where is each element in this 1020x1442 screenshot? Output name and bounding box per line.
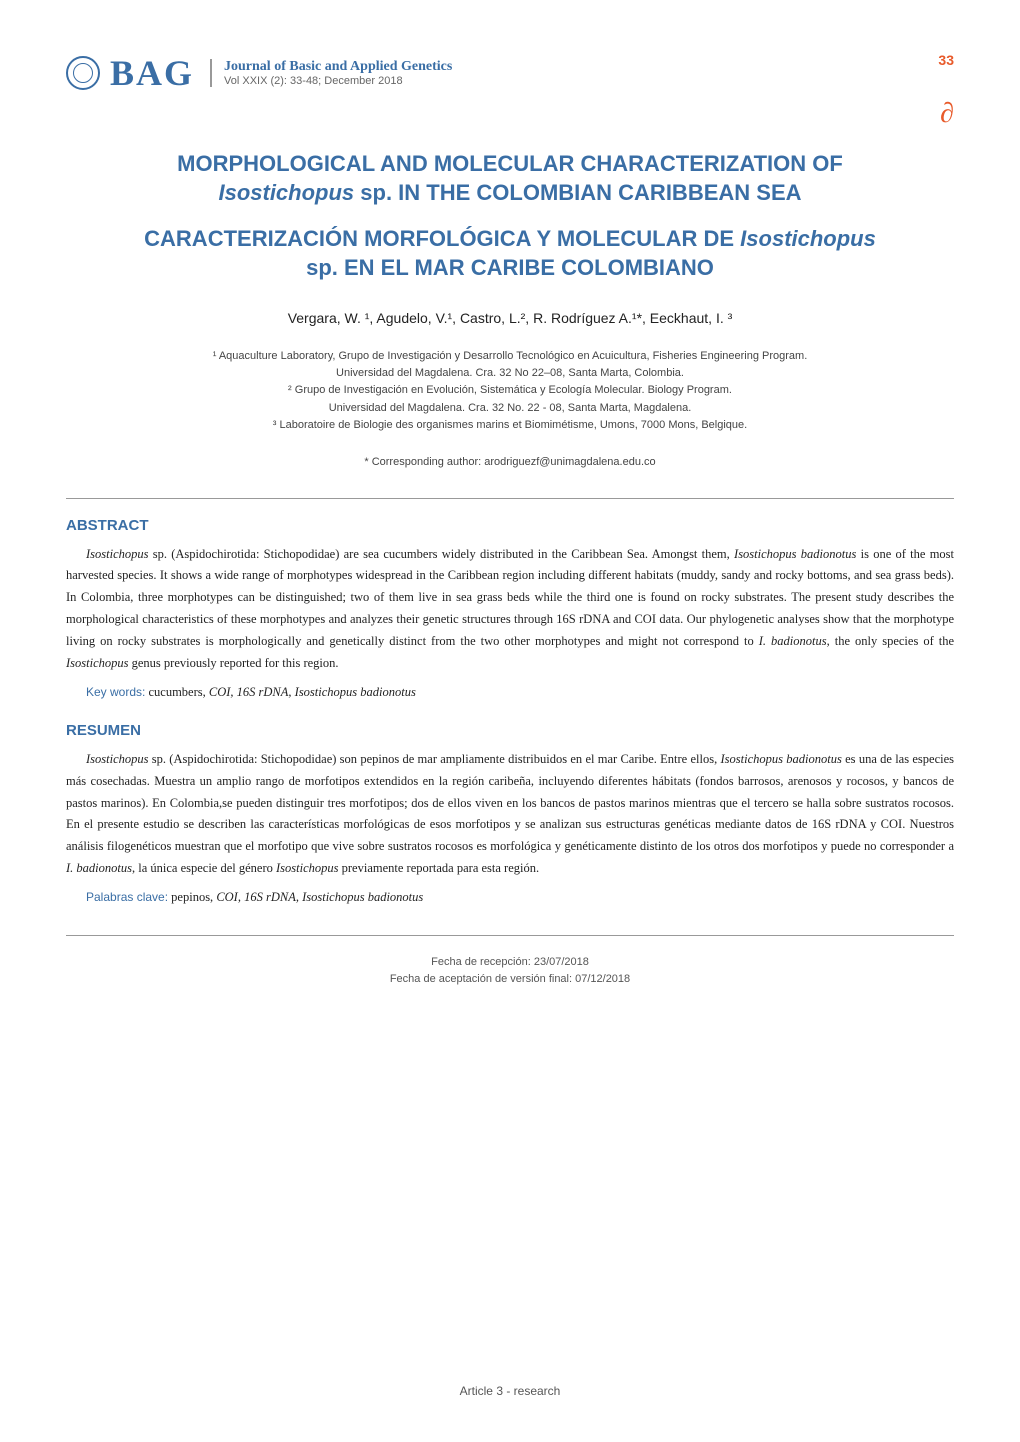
page-header: BAG Journal of Basic and Applied Genetic… <box>66 52 954 94</box>
page-footer: Article 3 - research <box>0 1384 1020 1398</box>
title-es-pre: CARACTERIZACIÓN MORFOLÓGICA Y MOLECULAR … <box>144 226 740 251</box>
abstract-heading: ABSTRACT <box>66 517 954 534</box>
open-access-icon: ∂ <box>940 98 954 130</box>
title-es-line2: sp. EN EL MAR CARIBE COLOMBIANO <box>306 255 714 280</box>
keywords-plain-en: cucumbers, <box>145 685 209 699</box>
corresponding-author: * Corresponding author: arodriguezf@unim… <box>66 456 954 468</box>
journal-name: Journal of Basic and Applied Genetics <box>224 59 452 75</box>
affiliations-block: ¹ Aquaculture Laboratory, Grupo de Inves… <box>66 348 954 433</box>
date-accepted: Fecha de aceptación de versión final: 07… <box>66 971 954 988</box>
keywords-italic-es: COI, 16S rDNA, Isostichopus badionotus <box>216 890 423 904</box>
title-english: MORPHOLOGICAL AND MOLECULAR CHARACTERIZA… <box>66 150 954 207</box>
journal-logo: BAG <box>66 52 194 94</box>
keywords-italic-en: COI, 16S rDNA, Isostichopus badionotus <box>209 685 416 699</box>
affiliation-1: ¹ Aquaculture Laboratory, Grupo de Inves… <box>66 348 954 365</box>
keywords-label-en: Key words: <box>86 685 145 699</box>
title-en-italic: Isostichopus <box>218 180 354 205</box>
keywords-label-es: Palabras clave: <box>86 890 168 904</box>
title-en-line1: MORPHOLOGICAL AND MOLECULAR CHARACTERIZA… <box>177 151 843 176</box>
abstract-body: Isostichopus sp. (Aspidochirotida: Stich… <box>66 544 954 675</box>
date-received: Fecha de recepción: 23/07/2018 <box>66 954 954 971</box>
abstract-keywords: Key words: cucumbers, COI, 16S rDNA, Iso… <box>66 685 954 700</box>
affiliation-3: ³ Laboratoire de Biologie des organismes… <box>66 417 954 434</box>
resumen-heading: RESUMEN <box>66 722 954 739</box>
logo-text: BAG <box>110 52 194 94</box>
header-left: BAG Journal of Basic and Applied Genetic… <box>66 52 452 94</box>
divider-top <box>66 498 954 499</box>
journal-volume: Vol XXIX (2): 33-48; December 2018 <box>224 75 452 87</box>
resumen-body: Isostichopus sp. (Aspidochirotida: Stich… <box>66 749 954 880</box>
affiliation-2: ² Grupo de Investigación en Evolución, S… <box>66 382 954 399</box>
resumen-keywords: Palabras clave: pepinos, COI, 16S rDNA, … <box>66 890 954 905</box>
authors-line: Vergara, W. ¹, Agudelo, V.¹, Castro, L.²… <box>66 310 954 326</box>
affiliation-2b: Universidad del Magdalena. Cra. 32 No. 2… <box>66 400 954 417</box>
journal-info: Journal of Basic and Applied Genetics Vo… <box>210 59 452 87</box>
affiliation-1b: Universidad del Magdalena. Cra. 32 No 22… <box>66 365 954 382</box>
title-spanish: CARACTERIZACIÓN MORFOLÓGICA Y MOLECULAR … <box>66 225 954 282</box>
abstract-section: ABSTRACT Isostichopus sp. (Aspidochiroti… <box>66 517 954 700</box>
page-number: 33 <box>938 52 954 68</box>
logo-circle-icon <box>66 56 100 90</box>
divider-bottom <box>66 935 954 936</box>
dates-block: Fecha de recepción: 23/07/2018 Fecha de … <box>66 954 954 987</box>
title-en-line2-rest: sp. IN THE COLOMBIAN CARIBBEAN SEA <box>354 180 801 205</box>
resumen-section: RESUMEN Isostichopus sp. (Aspidochirotid… <box>66 722 954 905</box>
keywords-plain-es: pepinos, <box>168 890 216 904</box>
title-es-italic: Isostichopus <box>740 226 876 251</box>
